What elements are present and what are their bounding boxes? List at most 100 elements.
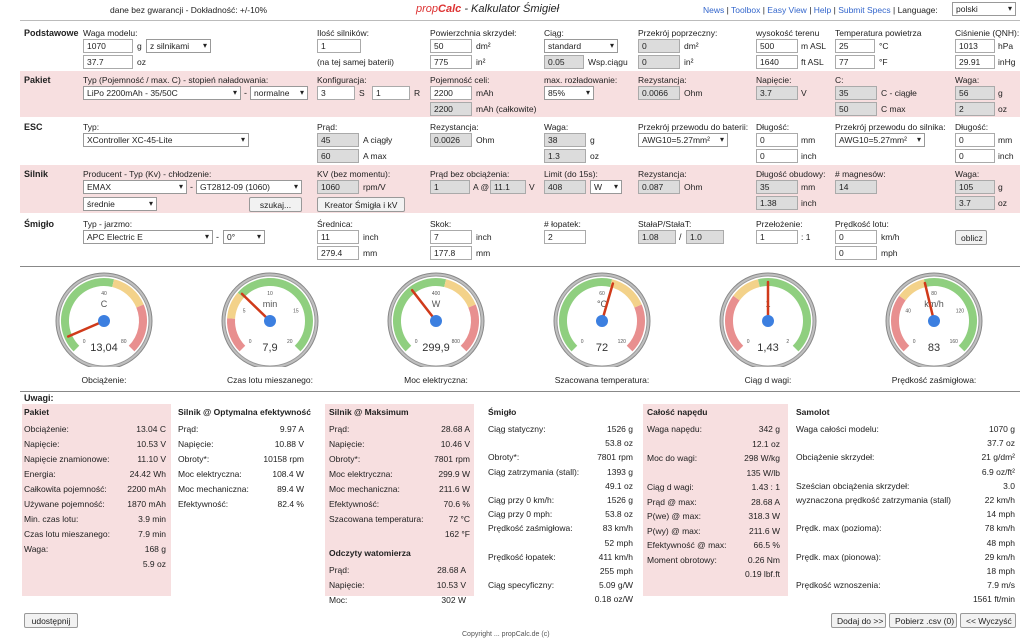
summary-watt-value: 10.53 V bbox=[436, 580, 466, 590]
temp-c-unit: °C bbox=[879, 41, 889, 51]
gauge-band bbox=[626, 304, 645, 352]
discharge-select[interactable]: 85% bbox=[544, 86, 594, 100]
limit-unit-select[interactable]: W bbox=[590, 180, 622, 194]
summary-pack-value: 5.9 oz bbox=[142, 559, 166, 569]
summary-prop-label: Prędkość łopatek: bbox=[488, 551, 556, 562]
summary-pack-label: Napięcie: bbox=[24, 439, 60, 449]
wing-dm2-input[interactable]: 50 bbox=[430, 39, 472, 53]
mot-len-mm-input[interactable]: 0 bbox=[955, 133, 995, 147]
prop-type-select[interactable]: APC Electric E bbox=[83, 230, 213, 244]
dia-in-input[interactable]: 11 bbox=[317, 230, 359, 244]
summary-drive-title: Całość napędu bbox=[647, 407, 708, 417]
gauge-1: 0 40 80 C 13,04 bbox=[49, 271, 159, 370]
pack-res-unit: Ohm bbox=[684, 88, 703, 98]
config-s-input[interactable]: 3 bbox=[317, 86, 355, 100]
summary-prop-value: 52 mph bbox=[604, 537, 633, 548]
drag-mode-select[interactable]: standard bbox=[544, 39, 618, 53]
pack-charge-select[interactable]: normalne bbox=[250, 86, 308, 100]
gauge-dial: 0 40 80 C 13,04 bbox=[55, 272, 153, 370]
summary-prop-label: Ciąg zatrzymania (stall): bbox=[488, 466, 580, 477]
pack-weight-oz-field: 2 bbox=[955, 102, 995, 116]
dia-in-unit: inch bbox=[363, 232, 379, 242]
temp-c-input[interactable]: 25 bbox=[835, 39, 875, 53]
const-label: StałaP/StałaT: bbox=[638, 219, 692, 229]
motor-model-select[interactable]: GT2812-09 (1060) bbox=[196, 180, 302, 194]
share-button[interactable]: udostępnij bbox=[24, 613, 78, 628]
weight-g-input[interactable]: 1070 bbox=[83, 39, 133, 53]
motor-weight-oz-unit: oz bbox=[998, 198, 1007, 208]
summary-pack-label: Czas lotu mieszanego: bbox=[24, 529, 110, 539]
pack-type-select[interactable]: LiPo 2200mAh - 35/50C bbox=[83, 86, 241, 100]
case-in-field: 1.38 bbox=[756, 196, 798, 210]
pitch-mm-input[interactable]: 177.8 bbox=[430, 246, 472, 260]
prop-angle-select[interactable]: 0° bbox=[223, 230, 265, 244]
summary-pack-value: 7.9 min bbox=[138, 529, 166, 539]
language-select[interactable]: polski bbox=[952, 2, 1016, 16]
noload-v-unit: V bbox=[529, 182, 535, 192]
motor-cooling-select[interactable]: średnie bbox=[83, 197, 157, 211]
wing-in2-input[interactable]: 775 bbox=[430, 55, 472, 69]
top-links: News | Toolbox | Easy View | Help | Subm… bbox=[703, 5, 938, 15]
summary-opt-label: Moc elektryczna: bbox=[178, 469, 242, 479]
pressure-hpa-input[interactable]: 1013 bbox=[955, 39, 995, 53]
wing-area-label: Powierzchnia skrzydeł: bbox=[430, 28, 517, 38]
pitch-in-input[interactable]: 7 bbox=[430, 230, 472, 244]
motor-weight-oz-field: 3.7 bbox=[955, 196, 995, 210]
summary-divider bbox=[20, 391, 1020, 392]
add-to-button[interactable]: Dodaj do >> bbox=[831, 613, 886, 628]
mot-wire-select[interactable]: AWG10=5.27mm² bbox=[835, 133, 925, 147]
link-easy-view[interactable]: Easy View bbox=[767, 5, 807, 15]
ratio-input[interactable]: 1 bbox=[756, 230, 798, 244]
speed-mph-input[interactable]: 0 bbox=[835, 246, 877, 260]
gauges-divider bbox=[20, 266, 1020, 267]
link-toolbox[interactable]: Toolbox bbox=[731, 5, 761, 15]
blades-input[interactable]: 2 bbox=[544, 230, 586, 244]
pitch-mm-unit: mm bbox=[476, 248, 491, 258]
esc-type-select[interactable]: XController XC-45-Lite bbox=[83, 133, 249, 147]
motors-input[interactable]: 1 bbox=[317, 39, 361, 53]
dia-mm-input[interactable]: 279.4 bbox=[317, 246, 359, 260]
clear-button[interactable]: << Wyczyść bbox=[960, 613, 1016, 628]
weight-oz-input[interactable]: 37.7 bbox=[83, 55, 133, 69]
summary-max-label: Szacowana temperatura: bbox=[329, 514, 424, 524]
esc-weight-g-field: 38 bbox=[544, 133, 586, 147]
motor-search-button[interactable]: szukaj... bbox=[249, 197, 302, 212]
speed-kmh-input[interactable]: 0 bbox=[835, 230, 877, 244]
weight-mode-select[interactable]: z silnikami bbox=[146, 39, 211, 53]
elevation-m-input[interactable]: 500 bbox=[756, 39, 798, 53]
top-bar: dane bez gwarancji - Dokładność: +/-10% … bbox=[0, 0, 1024, 20]
link-help[interactable]: Help bbox=[813, 5, 832, 15]
gauge-needle bbox=[923, 281, 936, 323]
gauge-band bbox=[899, 279, 927, 301]
pack-weight-label: Waga: bbox=[955, 75, 980, 85]
gauge-band bbox=[891, 295, 910, 352]
cap-input[interactable]: 2200 bbox=[430, 86, 472, 100]
motor-maker-select[interactable]: EMAX bbox=[83, 180, 187, 194]
mot-len-in-input[interactable]: 0 bbox=[955, 149, 995, 163]
bat-wire-select[interactable]: AWG10=5.27mm² bbox=[638, 133, 728, 147]
motor-weight-g-unit: g bbox=[998, 182, 1003, 192]
temp-f-input[interactable]: 77 bbox=[835, 55, 875, 69]
wing-in2-unit: in² bbox=[476, 57, 486, 67]
pressure-inhg-input[interactable]: 29.91 bbox=[955, 55, 995, 69]
limit-field: 408 bbox=[544, 180, 586, 194]
case-label: Długość obudowy: bbox=[756, 169, 826, 179]
gauge-caption: Czas lotu mieszanego: bbox=[227, 375, 313, 385]
pack-weight-g-unit: g bbox=[998, 88, 1003, 98]
gauge-tick-label: 60 bbox=[599, 291, 605, 297]
download-csv-button[interactable]: Pobierz .csv (0) bbox=[889, 613, 957, 628]
summary-pack-value: 1870 mAh bbox=[127, 499, 166, 509]
summary-max-label: Prąd: bbox=[329, 424, 350, 434]
elevation-ft-input[interactable]: 1640 bbox=[756, 55, 798, 69]
calculate-button[interactable]: oblicz bbox=[955, 230, 987, 245]
link-submit-specs[interactable]: Submit Specs bbox=[838, 5, 891, 15]
summary-max-label: Obroty*: bbox=[329, 454, 361, 464]
link-news[interactable]: News bbox=[703, 5, 725, 15]
noload-v-field: 11.1 bbox=[490, 180, 526, 194]
bat-len-in-input[interactable]: 0 bbox=[756, 149, 798, 163]
bat-len-mm-input[interactable]: 0 bbox=[756, 133, 798, 147]
esc-cur-cont-field: 45 bbox=[317, 133, 359, 147]
prop-kv-editor-button[interactable]: Kreator Śmigła i kV bbox=[317, 197, 405, 212]
config-p-input[interactable]: 1 bbox=[372, 86, 410, 100]
warranty-note: dane bez gwarancji - Dokładność: +/-10% bbox=[110, 5, 268, 15]
